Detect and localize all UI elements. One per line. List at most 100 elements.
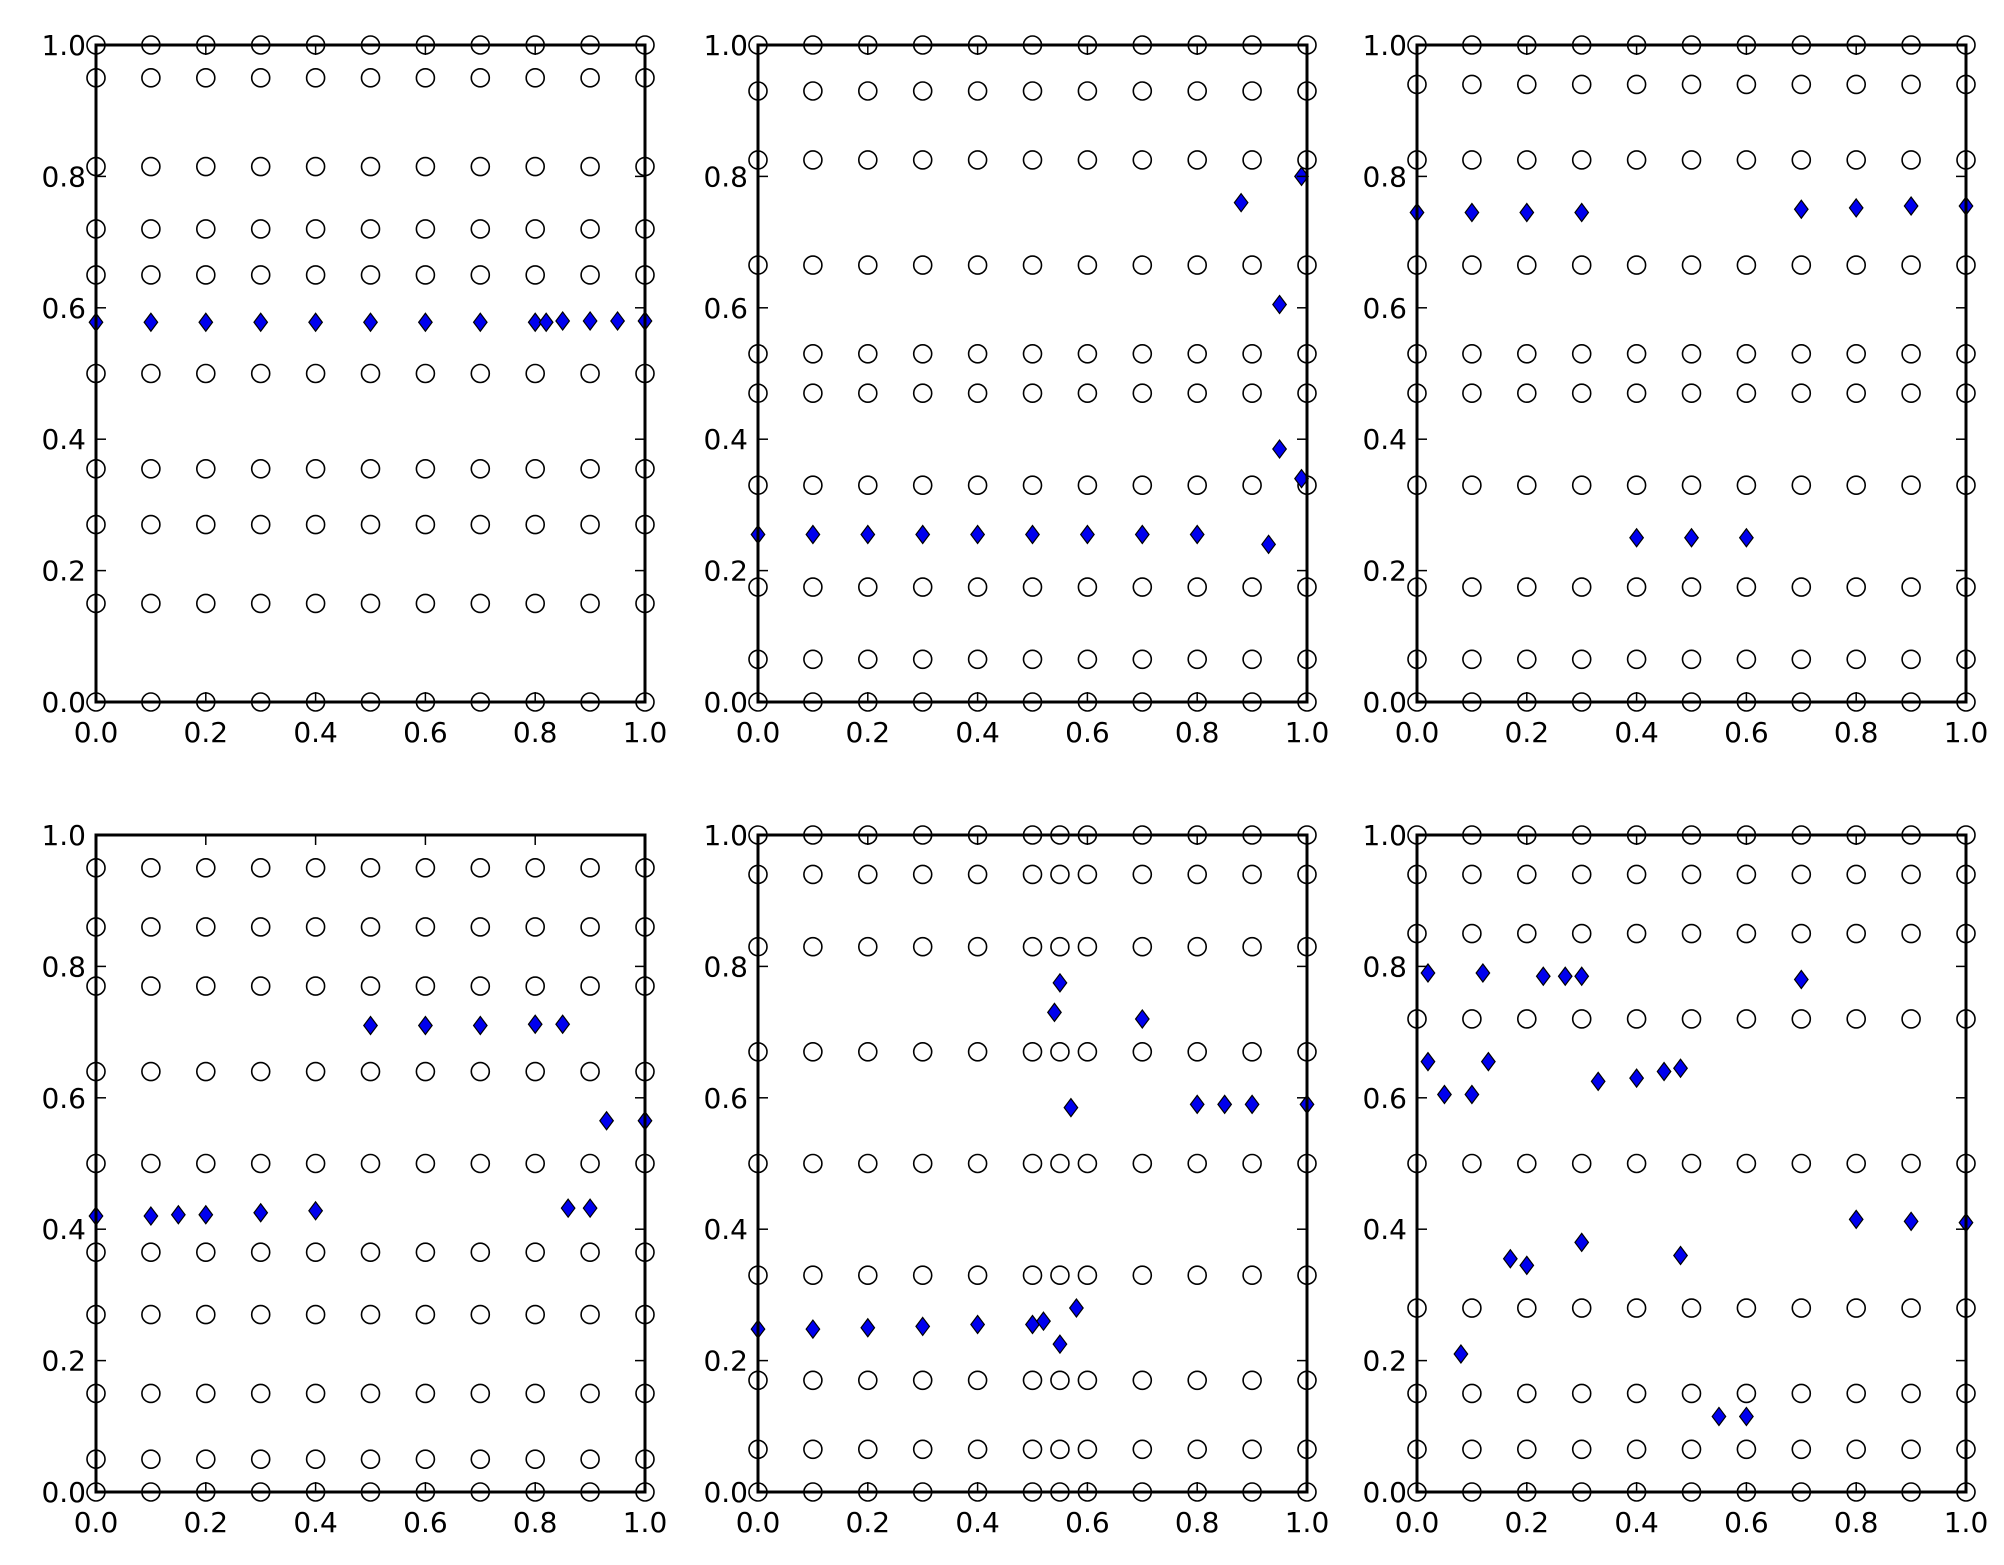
circle-point <box>1736 649 1757 670</box>
circle-point <box>1132 936 1153 957</box>
circle-point <box>912 81 933 101</box>
circle-point <box>1901 343 1921 364</box>
circle-point <box>470 1153 491 1174</box>
circle-point <box>1132 81 1153 101</box>
circle-point <box>1077 1439 1098 1460</box>
circle-point <box>1132 1370 1153 1391</box>
y-tick-label: 0.2 <box>41 555 86 588</box>
circle-point <box>1517 1009 1537 1029</box>
circle-point <box>1077 1042 1098 1062</box>
circle-point <box>141 593 161 614</box>
y-tick-label: 0.8 <box>1362 950 1407 983</box>
circle-point <box>803 1439 823 1460</box>
circle-point <box>305 858 326 878</box>
diamond-point <box>1134 524 1150 545</box>
x-tick-label: 0.0 <box>74 1506 119 1539</box>
circle-point <box>1571 923 1592 944</box>
diamond-point <box>555 310 571 331</box>
circle-point <box>1462 74 1482 95</box>
circle-point <box>857 1153 878 1174</box>
circle-point <box>580 363 600 384</box>
circle-point <box>1846 649 1866 670</box>
circle-point <box>1791 577 1812 597</box>
circle-point <box>1242 1439 1262 1460</box>
circle-point <box>1626 577 1647 597</box>
circle-point <box>141 363 161 384</box>
circle-point <box>1571 343 1592 364</box>
circle-point <box>1846 923 1866 944</box>
circle-point <box>525 458 546 479</box>
circle-point <box>1571 74 1592 95</box>
circle-point <box>1517 1298 1537 1318</box>
circle-point <box>912 1439 933 1460</box>
diamond-point <box>308 312 324 333</box>
diamond-point <box>1046 1002 1062 1023</box>
circle-point <box>1187 1370 1207 1391</box>
circle-point <box>1571 1009 1592 1029</box>
circle-point <box>1736 864 1757 885</box>
circle-point <box>470 363 491 384</box>
circle-point <box>1462 150 1482 170</box>
x-tick-label: 1.0 <box>1285 716 1330 749</box>
circle-point <box>305 363 326 384</box>
circle-point <box>1571 150 1592 170</box>
circle-point <box>1242 1153 1262 1174</box>
circle-point <box>580 917 600 937</box>
circle-point <box>1242 864 1262 885</box>
circle-point <box>1846 475 1866 495</box>
circle-point <box>1736 1383 1757 1404</box>
circle-point <box>912 864 933 885</box>
circle-point <box>196 858 216 878</box>
x-tick-label: 0.6 <box>403 716 448 749</box>
circle-point <box>1626 1153 1647 1174</box>
circle-point <box>250 363 271 384</box>
circle-point <box>1901 923 1921 944</box>
circle-point <box>857 150 878 170</box>
circle-point <box>1242 383 1262 404</box>
x-tick-label: 0.0 <box>736 716 781 749</box>
circle-point <box>1791 1009 1812 1029</box>
circle-point <box>415 219 436 239</box>
circle-point <box>580 1153 600 1174</box>
circle-point <box>1132 343 1153 364</box>
diamond-point <box>915 524 931 545</box>
circle-point <box>580 1383 600 1404</box>
circle-point <box>967 475 988 495</box>
circle-point <box>1187 1265 1207 1285</box>
circle-point <box>1571 1383 1592 1404</box>
diamond-point <box>1134 1008 1150 1029</box>
circle-point <box>1901 255 1921 275</box>
x-tick-label: 0.6 <box>1724 716 1769 749</box>
circle-point <box>1077 1265 1098 1285</box>
diamond-point <box>143 312 159 333</box>
y-tick-label: 0.4 <box>1362 1213 1407 1246</box>
circle-point <box>1077 383 1098 404</box>
circle-point <box>1901 577 1921 597</box>
circle-point <box>1077 649 1098 670</box>
diamond-point <box>1574 966 1590 987</box>
diamond-point <box>1629 1068 1645 1089</box>
circle-point <box>1022 864 1043 885</box>
circle-point <box>1736 1298 1757 1318</box>
circle-point <box>141 265 161 285</box>
circle-point <box>141 1242 161 1262</box>
circle-point <box>1517 864 1537 885</box>
circle-point <box>1242 343 1262 364</box>
circle-point <box>580 1242 600 1262</box>
circle-point <box>250 265 271 285</box>
circle-point <box>1681 343 1702 364</box>
circle-point <box>1187 936 1207 957</box>
diamond-point <box>1574 202 1590 223</box>
circle-point <box>857 649 878 670</box>
circle-point <box>1462 383 1482 404</box>
y-tick-label: 0.0 <box>1362 686 1407 719</box>
circle-point <box>305 1061 326 1082</box>
circle-point <box>1846 383 1866 404</box>
circle-point <box>967 343 988 364</box>
circle-point <box>305 976 326 996</box>
circle-point <box>525 68 546 88</box>
circle-point <box>141 458 161 479</box>
circle-point <box>1462 1009 1482 1029</box>
circle-point <box>1050 936 1070 957</box>
y-tick-label: 0.4 <box>1362 423 1407 456</box>
